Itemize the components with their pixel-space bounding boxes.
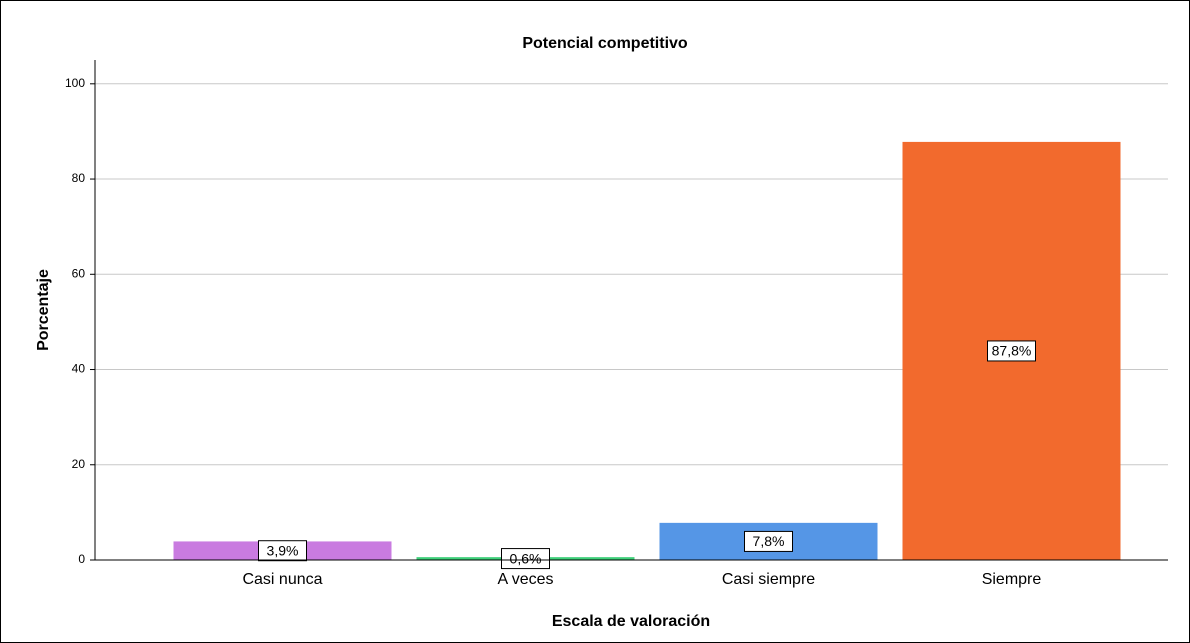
x-tick-label: Casi siempre [722,571,815,588]
y-tick-label: 20 [72,457,86,471]
value-label-text: 7,8% [753,533,785,549]
value-label: 87,8% [987,340,1036,362]
value-label-box [744,530,793,552]
y-axis-label: Porcentaje [35,269,52,351]
y-tick-label: 40 [72,362,86,376]
y-tick-label: 60 [72,266,86,280]
value-label: 3,9% [258,540,307,562]
value-label-text: 0,6% [510,550,542,566]
x-tick-label: Siempre [982,571,1042,588]
chart-title: Potencial competitivo [522,35,688,52]
value-label-text: 3,9% [267,542,299,558]
value-label-box [987,340,1036,362]
value-label: 0,6% [501,548,550,570]
y-tick-label: 80 [72,171,86,185]
value-label-text: 87,8% [992,343,1032,359]
value-label-box [501,548,550,570]
x-axis-label: Escala de valoración [552,613,710,630]
value-label-box [258,540,307,562]
y-tick-label: 0 [78,552,85,566]
y-tick-label: 100 [65,76,85,90]
x-tick-label: Casi nunca [242,571,322,588]
x-tick-label: A veces [497,571,553,588]
value-label: 7,8% [744,530,793,552]
